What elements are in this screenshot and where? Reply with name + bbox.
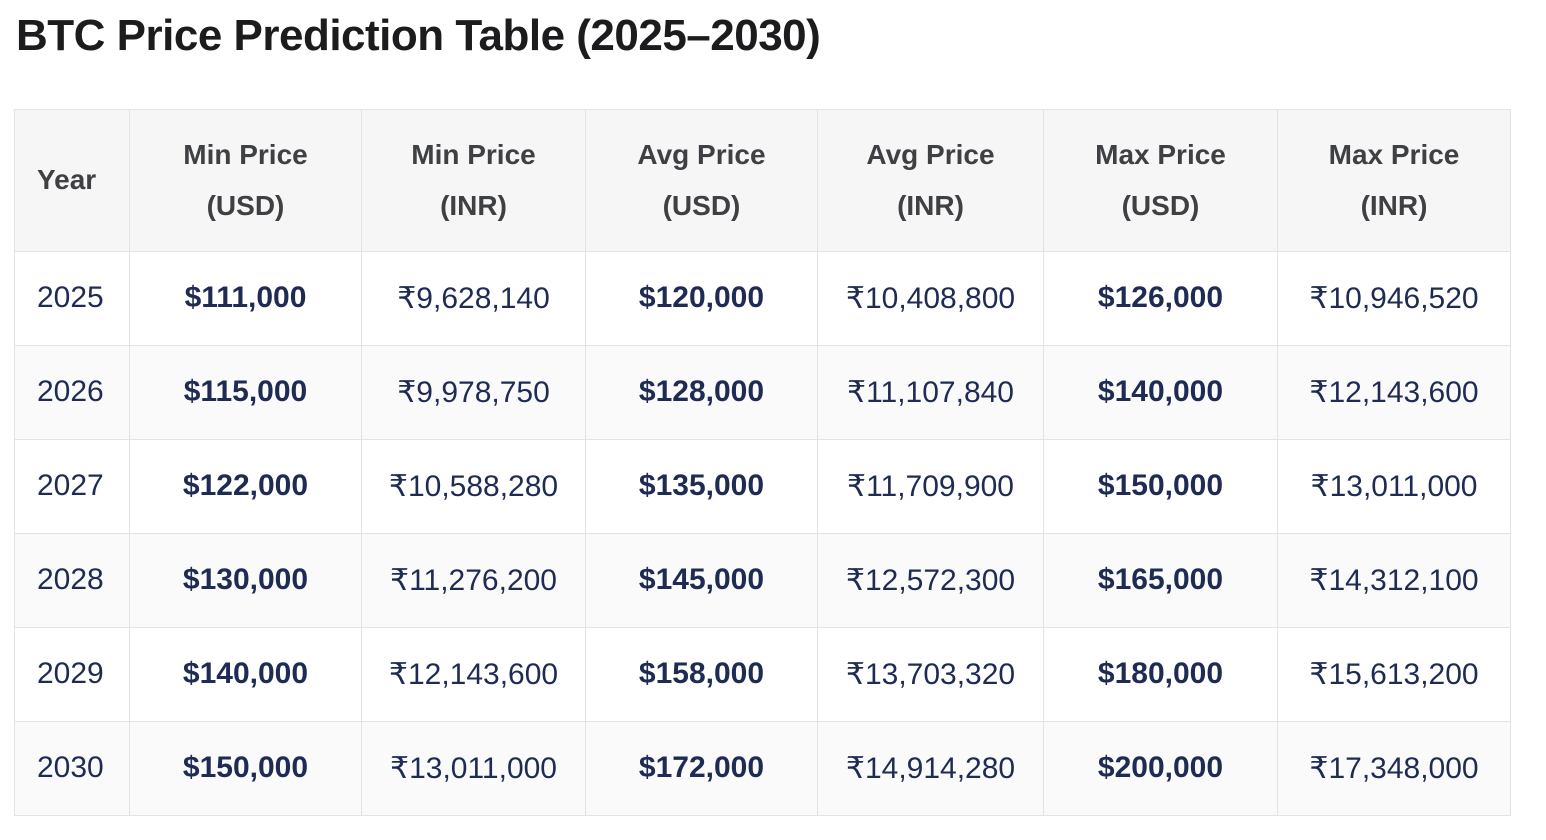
avg-price-inr-cell: ₹14,914,280: [817, 720, 1044, 816]
max-price-inr-cell: ₹14,312,100: [1277, 532, 1511, 628]
min-price-inr-cell: ₹11,276,200: [361, 532, 586, 628]
avg-price-usd-cell: $128,000: [585, 344, 818, 440]
avg-price-usd-cell: $120,000: [585, 250, 818, 346]
min-price-usd-cell: $122,000: [129, 438, 362, 534]
column-header-year: Year: [14, 108, 130, 252]
avg-price-usd-cell: $158,000: [585, 626, 818, 722]
max-price-usd-cell: $140,000: [1043, 344, 1278, 440]
table-row: 2026 $115,000 ₹9,978,750 $128,000 ₹11,10…: [14, 344, 1511, 440]
table-row: 2025 $111,000 ₹9,628,140 $120,000 ₹10,40…: [14, 250, 1511, 346]
column-header-label: Avg Price: [637, 138, 766, 170]
max-price-usd-cell: $126,000: [1043, 250, 1278, 346]
column-header-avg-price-usd: Avg Price (USD): [585, 108, 818, 252]
avg-price-inr-cell: ₹10,408,800: [817, 250, 1044, 346]
page-title: BTC Price Prediction Table (2025–2030): [16, 11, 821, 60]
year-cell: 2027: [14, 438, 130, 534]
avg-price-inr-cell: ₹11,107,840: [817, 344, 1044, 440]
year-cell: 2026: [14, 344, 130, 440]
table-row: 2027 $122,000 ₹10,588,280 $135,000 ₹11,7…: [14, 438, 1511, 534]
column-header-label: Max Price: [1095, 138, 1226, 170]
min-price-inr-cell: ₹13,011,000: [361, 720, 586, 816]
column-header-sublabel: (USD): [662, 190, 741, 222]
column-header-max-price-usd: Max Price (USD): [1043, 108, 1278, 252]
avg-price-usd-cell: $145,000: [585, 532, 818, 628]
column-header-sublabel: (INR): [897, 190, 964, 222]
avg-price-inr-cell: ₹13,703,320: [817, 626, 1044, 722]
min-price-inr-cell: ₹9,628,140: [361, 250, 586, 346]
min-price-inr-cell: ₹12,143,600: [361, 626, 586, 722]
year-cell: 2029: [14, 626, 130, 722]
avg-price-inr-cell: ₹12,572,300: [817, 532, 1044, 628]
column-header-label: Year: [37, 164, 97, 196]
column-header-label: Min Price: [411, 138, 536, 170]
avg-price-usd-cell: $172,000: [585, 720, 818, 816]
max-price-inr-cell: ₹15,613,200: [1277, 626, 1511, 722]
page: BTC Price Prediction Table (2025–2030) Y…: [0, 10, 1546, 816]
year-cell: 2025: [14, 250, 130, 346]
table-row: 2028 $130,000 ₹11,276,200 $145,000 ₹12,5…: [14, 532, 1511, 628]
avg-price-inr-cell: ₹11,709,900: [817, 438, 1044, 534]
table-header-row: Year Min Price (USD) Min Price (INR) Avg…: [14, 108, 1511, 252]
avg-price-usd-cell: $135,000: [585, 438, 818, 534]
column-header-sublabel: (USD): [206, 190, 285, 222]
column-header-max-price-inr: Max Price (INR): [1277, 108, 1511, 252]
max-price-usd-cell: $180,000: [1043, 626, 1278, 722]
max-price-usd-cell: $150,000: [1043, 438, 1278, 534]
max-price-usd-cell: $165,000: [1043, 532, 1278, 628]
max-price-usd-cell: $200,000: [1043, 720, 1278, 816]
min-price-inr-cell: ₹9,978,750: [361, 344, 586, 440]
max-price-inr-cell: ₹17,348,000: [1277, 720, 1511, 816]
min-price-usd-cell: $111,000: [129, 250, 362, 346]
table-row: 2030 $150,000 ₹13,011,000 $172,000 ₹14,9…: [14, 720, 1511, 816]
min-price-usd-cell: $140,000: [129, 626, 362, 722]
table-row: 2029 $140,000 ₹12,143,600 $158,000 ₹13,7…: [14, 626, 1511, 722]
column-header-sublabel: (USD): [1121, 190, 1200, 222]
column-header-min-price-usd: Min Price (USD): [129, 108, 362, 252]
year-cell: 2030: [14, 720, 130, 816]
year-cell: 2028: [14, 532, 130, 628]
max-price-inr-cell: ₹10,946,520: [1277, 250, 1511, 346]
min-price-usd-cell: $130,000: [129, 532, 362, 628]
column-header-avg-price-inr: Avg Price (INR): [817, 108, 1044, 252]
column-header-sublabel: (INR): [440, 190, 507, 222]
column-header-label: Avg Price: [866, 138, 995, 170]
column-header-label: Min Price: [183, 138, 308, 170]
max-price-inr-cell: ₹13,011,000: [1277, 438, 1511, 534]
min-price-inr-cell: ₹10,588,280: [361, 438, 586, 534]
column-header-label: Max Price: [1328, 138, 1460, 170]
column-header-sublabel: (INR): [1360, 190, 1428, 222]
min-price-usd-cell: $115,000: [129, 344, 362, 440]
btc-price-prediction-table: Year Min Price (USD) Min Price (INR) Avg…: [14, 108, 1511, 816]
max-price-inr-cell: ₹12,143,600: [1277, 344, 1511, 440]
min-price-usd-cell: $150,000: [129, 720, 362, 816]
column-header-min-price-inr: Min Price (INR): [361, 108, 586, 252]
